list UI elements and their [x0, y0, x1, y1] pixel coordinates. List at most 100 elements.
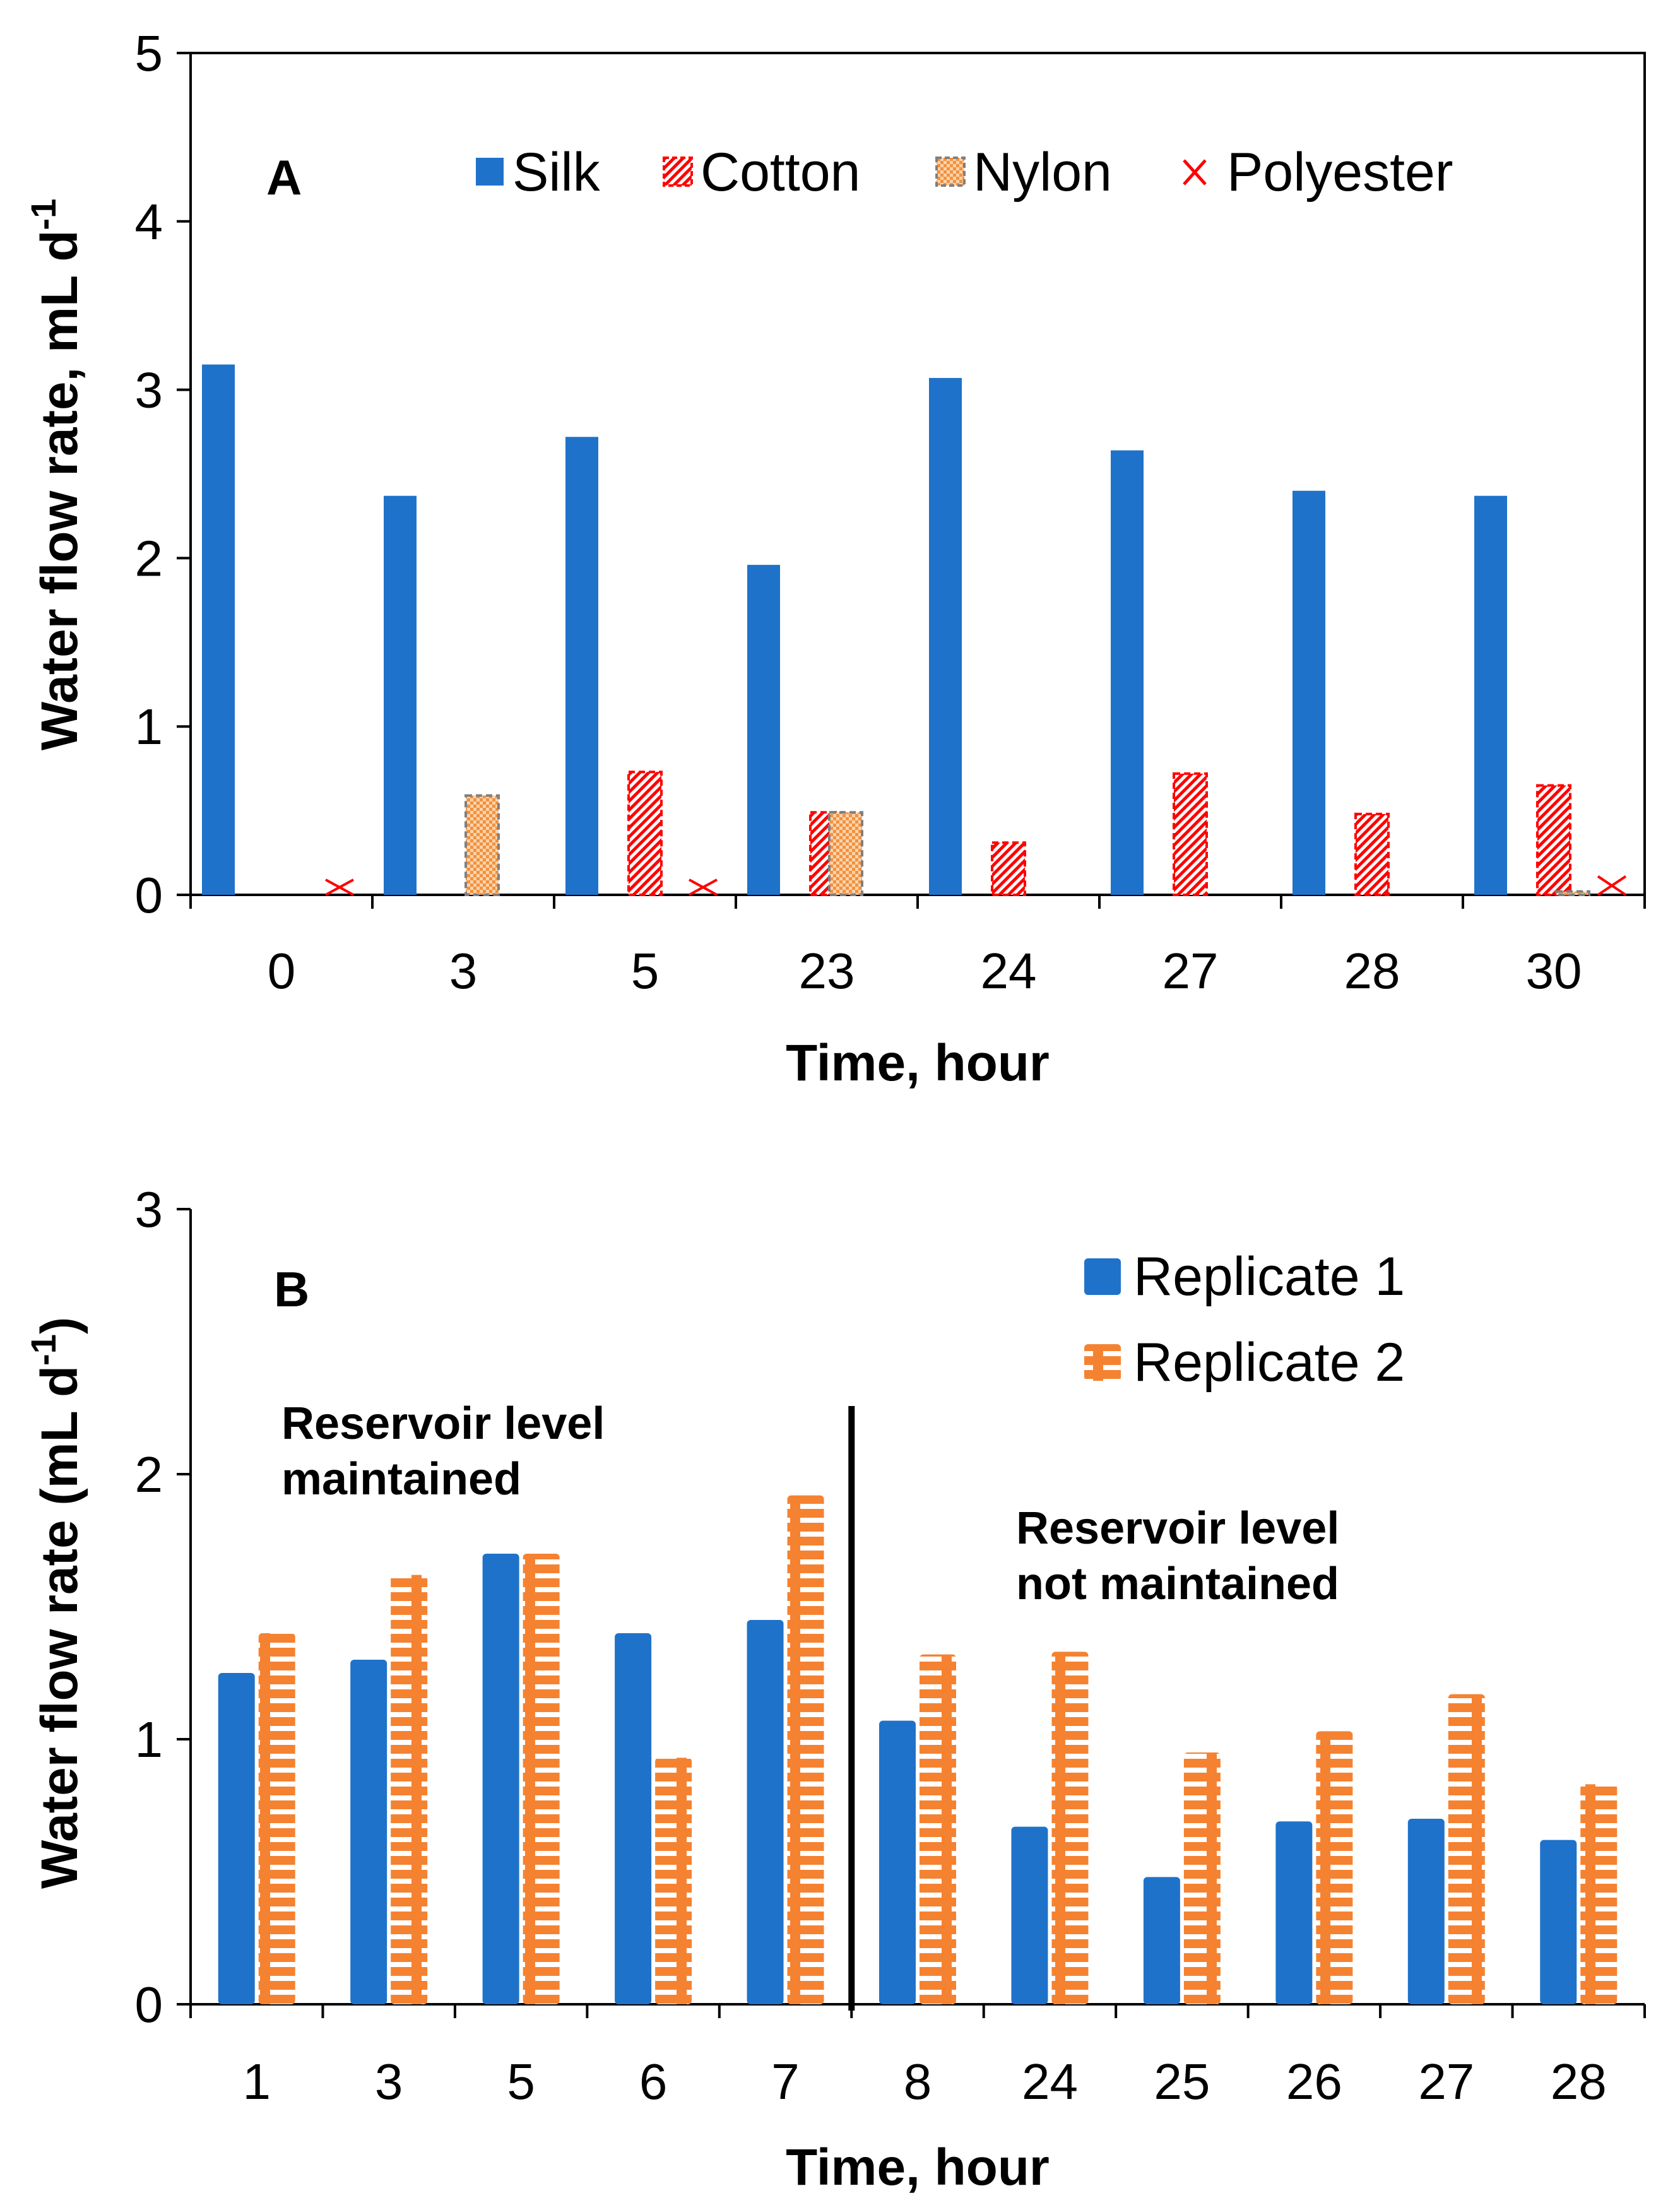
bar-replicate-1 [1407, 1819, 1445, 2004]
y-axis-title: Water flow rate (mL d-1) [23, 1317, 88, 1889]
annotation-maintained-line-1: Reservoir level [281, 1398, 605, 1449]
bar-cotton [627, 771, 663, 896]
y-tick-label: 3 [135, 1181, 163, 1238]
bar-replicate-1 [1143, 1877, 1180, 2004]
legend-swatch-nylon [935, 157, 966, 187]
bar-silk [1111, 450, 1144, 895]
annotation-not-maintained-line-1: Reservoir level [1016, 1503, 1339, 1554]
panel-label: B [274, 1262, 309, 1317]
x-axis-ticks [189, 895, 1646, 909]
x-tick-label: 1 [242, 2053, 271, 2110]
bar-replicate-2 [920, 1654, 956, 2004]
y-tick-label: 0 [135, 867, 163, 923]
bar-nylon [828, 811, 863, 896]
bar-replicate-2 [1051, 1652, 1089, 2004]
annotation-maintained: Reservoir level maintained [281, 1398, 605, 1504]
y-axis-title-superscript: -1 [23, 199, 63, 230]
legend: Replicate 1 Replicate 2 [1084, 1246, 1405, 1393]
x-tick-label: 5 [507, 2053, 535, 2110]
bar-cotton [1354, 812, 1390, 897]
legend-swatch-silk [476, 158, 504, 186]
y-axis-title-main: Water flow rate (mL d [31, 1366, 88, 1889]
x-tick-label: 24 [981, 943, 1037, 999]
y-axis-title-suffix: ) [31, 1317, 88, 1334]
bar-polyester [325, 878, 354, 896]
bar-replicate-2 [523, 1554, 560, 2004]
bar-replicate-1 [482, 1554, 519, 2004]
x-tick-label: 8 [904, 2053, 932, 2110]
panel-label: A [266, 150, 302, 205]
y-axis-title: Water flow rate, mL d-1 [23, 199, 88, 750]
x-tick-label: 0 [268, 943, 296, 999]
panel-b-chart: 0 1 2 3 1 3 5 6 7 8 24 25 26 27 28 B Replicate 1 Repl… [23, 1181, 1646, 2196]
x-tick-label: 23 [799, 943, 855, 999]
bar-replicate-2 [655, 1758, 692, 2004]
x-tick-labels: 0 3 5 23 24 27 28 30 [268, 943, 1582, 999]
x-tick-label: 27 [1162, 943, 1219, 999]
bar-replicate-1 [1275, 1821, 1313, 2004]
bar-replicate-2 [1580, 1784, 1618, 2004]
x-tick-label: 28 [1551, 2053, 1607, 2110]
legend-label-silk: Silk [512, 142, 601, 203]
x-tick-label: 24 [1022, 2053, 1078, 2110]
y-axis-title-superscript: -1 [23, 1334, 63, 1366]
bar-replicate-2 [1448, 1694, 1485, 2004]
bar-cotton [991, 841, 1026, 896]
bar-replicate-1 [879, 1720, 916, 2004]
x-tick-label: 25 [1154, 2053, 1210, 2110]
legend-label-cotton: Cotton [701, 142, 860, 203]
x-tick-label: 30 [1526, 943, 1582, 999]
bar-polyester [689, 878, 718, 896]
bar-replicate-1 [747, 1620, 784, 2004]
x-tick-label: 26 [1286, 2053, 1342, 2110]
legend-swatch-cotton [663, 157, 693, 187]
y-axis-title-main: Water flow rate, mL d [31, 230, 88, 751]
legend-swatch-replicate-2 [1084, 1344, 1121, 1381]
annotation-not-maintained: Reservoir level not maintained [1016, 1503, 1339, 1609]
bar-silk [747, 565, 780, 895]
y-tick-label: 1 [135, 1711, 163, 1768]
bar-replicate-2 [787, 1495, 824, 2004]
bar-nylon [464, 794, 500, 897]
legend: Silk Cotton Nylon Polyester [476, 142, 1453, 203]
bar-replicate-2 [1183, 1752, 1221, 2004]
x-axis-title: Time, hour [786, 1034, 1050, 1092]
x-tick-label: 28 [1344, 943, 1400, 999]
bar-silk [1474, 495, 1507, 895]
y-axis-ticks: 0 1 2 3 4 5 [135, 25, 191, 923]
x-tick-label: 27 [1418, 2053, 1474, 2110]
bar-group [202, 364, 1627, 897]
bar-replicate-2 [1316, 1731, 1353, 2004]
bar-replicate-1 [350, 1660, 387, 2004]
x-tick-label: 6 [639, 2053, 668, 2110]
annotation-maintained-line-2: maintained [281, 1454, 521, 1504]
bar-silk [384, 495, 417, 895]
y-tick-label: 3 [135, 362, 163, 418]
y-tick-label: 0 [135, 1977, 163, 2033]
legend-swatch-replicate-1 [1084, 1258, 1121, 1295]
x-tick-label: 3 [375, 2053, 403, 2110]
y-tick-label: 4 [135, 194, 163, 250]
annotation-not-maintained-line-2: not maintained [1016, 1559, 1339, 1609]
bar-replicate-1 [1540, 1840, 1577, 2004]
bar-silk [565, 437, 598, 895]
bar-replicate-2 [391, 1575, 428, 2004]
y-tick-label: 5 [135, 25, 163, 81]
bar-silk [929, 377, 962, 895]
y-tick-label: 1 [135, 699, 163, 755]
bar-cotton [1536, 784, 1571, 896]
bar-replicate-1 [615, 1633, 652, 2004]
bar-group [218, 1495, 1618, 2004]
x-tick-label: 3 [449, 943, 478, 999]
legend-label-replicate-2: Replicate 2 [1133, 1332, 1405, 1393]
legend-swatch-polyester [1183, 159, 1207, 186]
y-tick-label: 2 [135, 530, 163, 586]
bar-nylon [1555, 890, 1590, 896]
bar-silk [1293, 490, 1325, 895]
legend-label-replicate-1: Replicate 1 [1133, 1246, 1405, 1307]
bar-replicate-2 [258, 1633, 295, 2004]
x-tick-label: 5 [631, 943, 660, 999]
legend-label-polyester: Polyester [1227, 142, 1453, 203]
